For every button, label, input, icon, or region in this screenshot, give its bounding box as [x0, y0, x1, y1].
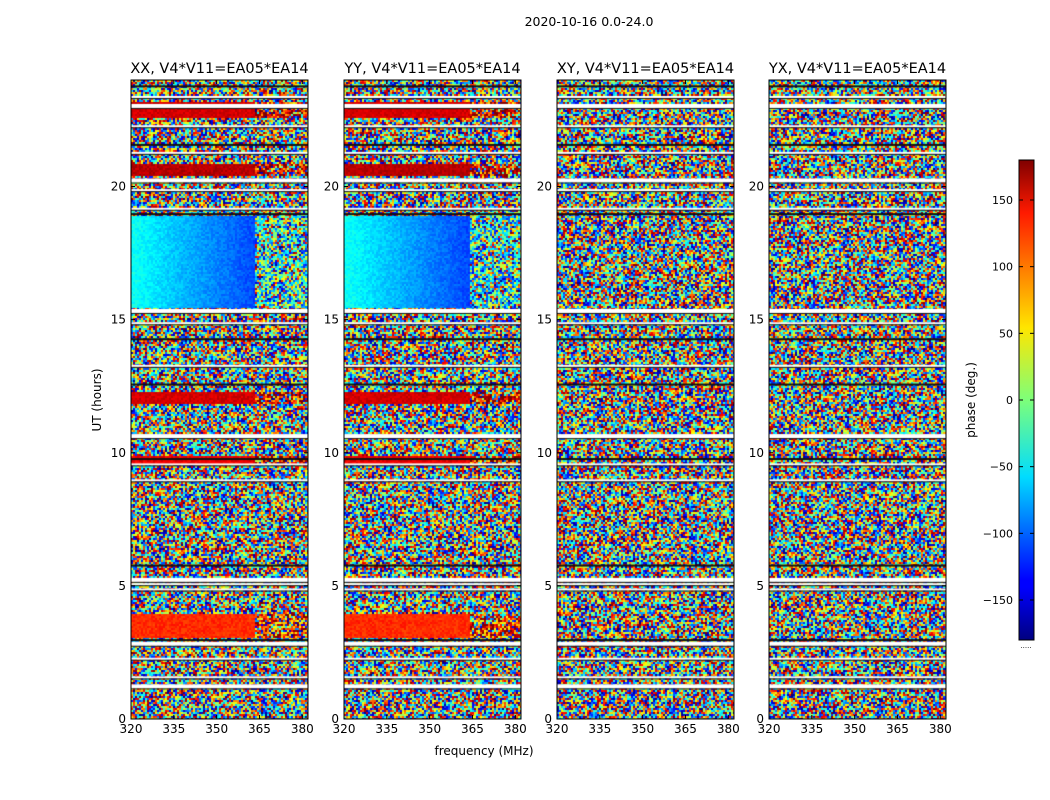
plot-frame [130, 79, 309, 720]
x-tick-label: 365 [248, 722, 271, 736]
plot-frame [768, 79, 947, 720]
x-tick-label: 320 [333, 722, 356, 736]
colorbar-label: phase (deg.) [964, 362, 978, 438]
panel-yx: YX, V4*V11=EA05*EA14 320 335 350 365 380 0 5 10 1… [749, 61, 952, 736]
heatmap-canvas [344, 80, 521, 719]
x-tick-label: 350 [843, 722, 866, 736]
panel-xy: XY, V4*V11=EA05*EA14 320 335 350 365 380 0 5 10 1… [537, 61, 740, 736]
y-tick-label: 10 [537, 446, 552, 460]
y-tick-label: 15 [324, 313, 339, 327]
y-tick-label: 5 [544, 579, 552, 593]
colorbar: 150 100 50 0 −50 −100 −150 phase (deg.)..... [964, 159, 1035, 650]
y-tick-label: 15 [749, 313, 764, 327]
x-tick-label: 320 [546, 722, 569, 736]
y-tick-label: 5 [756, 579, 764, 593]
x-tick-label: 335 [800, 722, 823, 736]
plot-frame [343, 79, 522, 720]
y-tick-label: 10 [111, 446, 126, 460]
x-tick-label: 365 [886, 722, 909, 736]
y-tick-label: 20 [749, 180, 764, 194]
plot-frame [556, 79, 735, 720]
x-tick-label: 380 [504, 722, 527, 736]
y-tick-label: 0 [544, 712, 552, 726]
y-tick-label: 15 [111, 313, 126, 327]
figure-suptitle: 2020-10-16 0.0-24.0 [525, 14, 654, 29]
y-tick-label: 20 [537, 180, 552, 194]
x-tick-label: 320 [120, 722, 143, 736]
y-tick-label: 10 [324, 446, 339, 460]
y-tick-label: 0 [118, 712, 126, 726]
x-tick-label: 335 [162, 722, 185, 736]
x-tick-label: 350 [631, 722, 654, 736]
colorbar-tick-label: 0 [1006, 394, 1013, 407]
x-tick-label: 365 [461, 722, 484, 736]
heatmap-image [557, 80, 734, 719]
x-tick-label: 335 [375, 722, 398, 736]
x-axis-label: frequency (MHz) [434, 744, 533, 758]
heatmap-image [131, 80, 308, 719]
colorbar-tick-label: −100 [983, 527, 1013, 540]
heatmap-image [344, 80, 521, 719]
heatmap-canvas [557, 80, 734, 719]
panel-title: XY, V4*V11=EA05*EA14 [557, 61, 734, 77]
y-tick-label: 20 [111, 180, 126, 194]
x-tick-label: 335 [588, 722, 611, 736]
panel-yy: YY, V4*V11=EA05*EA14 320 335 350 365 380 0 5 10 1… [324, 61, 527, 736]
x-tick-label: 380 [929, 722, 952, 736]
heatmap-canvas [131, 80, 308, 719]
y-tick-label: 20 [324, 180, 339, 194]
x-tick-label: 350 [205, 722, 228, 736]
panel-title: XX, V4*V11=EA05*EA14 [130, 61, 308, 77]
y-tick-label: 0 [331, 712, 339, 726]
y-tick-label: 0 [756, 712, 764, 726]
y-tick-label: 15 [537, 313, 552, 327]
colorbar-tick-label: 150 [992, 194, 1013, 207]
panel-title: YX, V4*V11=EA05*EA14 [768, 61, 946, 77]
y-axis-label: UT (hours) [90, 368, 104, 431]
colorbar-footnote: ..... [1020, 642, 1031, 650]
heatmap-canvas [769, 80, 946, 719]
y-tick-label: 5 [118, 579, 126, 593]
colorbar-tick-label: 50 [999, 327, 1013, 340]
colorbar-tick-label: 100 [992, 261, 1013, 274]
y-tick-label: 10 [749, 446, 764, 460]
panel-xx: XX, V4*V11=EA05*EA14 320 335 350 365 380 0 5 10 1… [111, 61, 314, 736]
colorbar-tick-label: −50 [990, 461, 1013, 474]
x-tick-label: 320 [758, 722, 781, 736]
y-tick-label: 5 [331, 579, 339, 593]
x-tick-label: 365 [674, 722, 697, 736]
panel-title: YY, V4*V11=EA05*EA14 [343, 61, 520, 77]
colorbar-tick-label: −150 [983, 594, 1013, 607]
x-tick-label: 350 [418, 722, 441, 736]
heatmap-panels: XX, V4*V11=EA05*EA14 320 335 350 365 380 0 5 10 1… [111, 61, 952, 736]
x-tick-label: 380 [291, 722, 314, 736]
heatmap-image [769, 80, 946, 719]
x-tick-label: 380 [717, 722, 740, 736]
